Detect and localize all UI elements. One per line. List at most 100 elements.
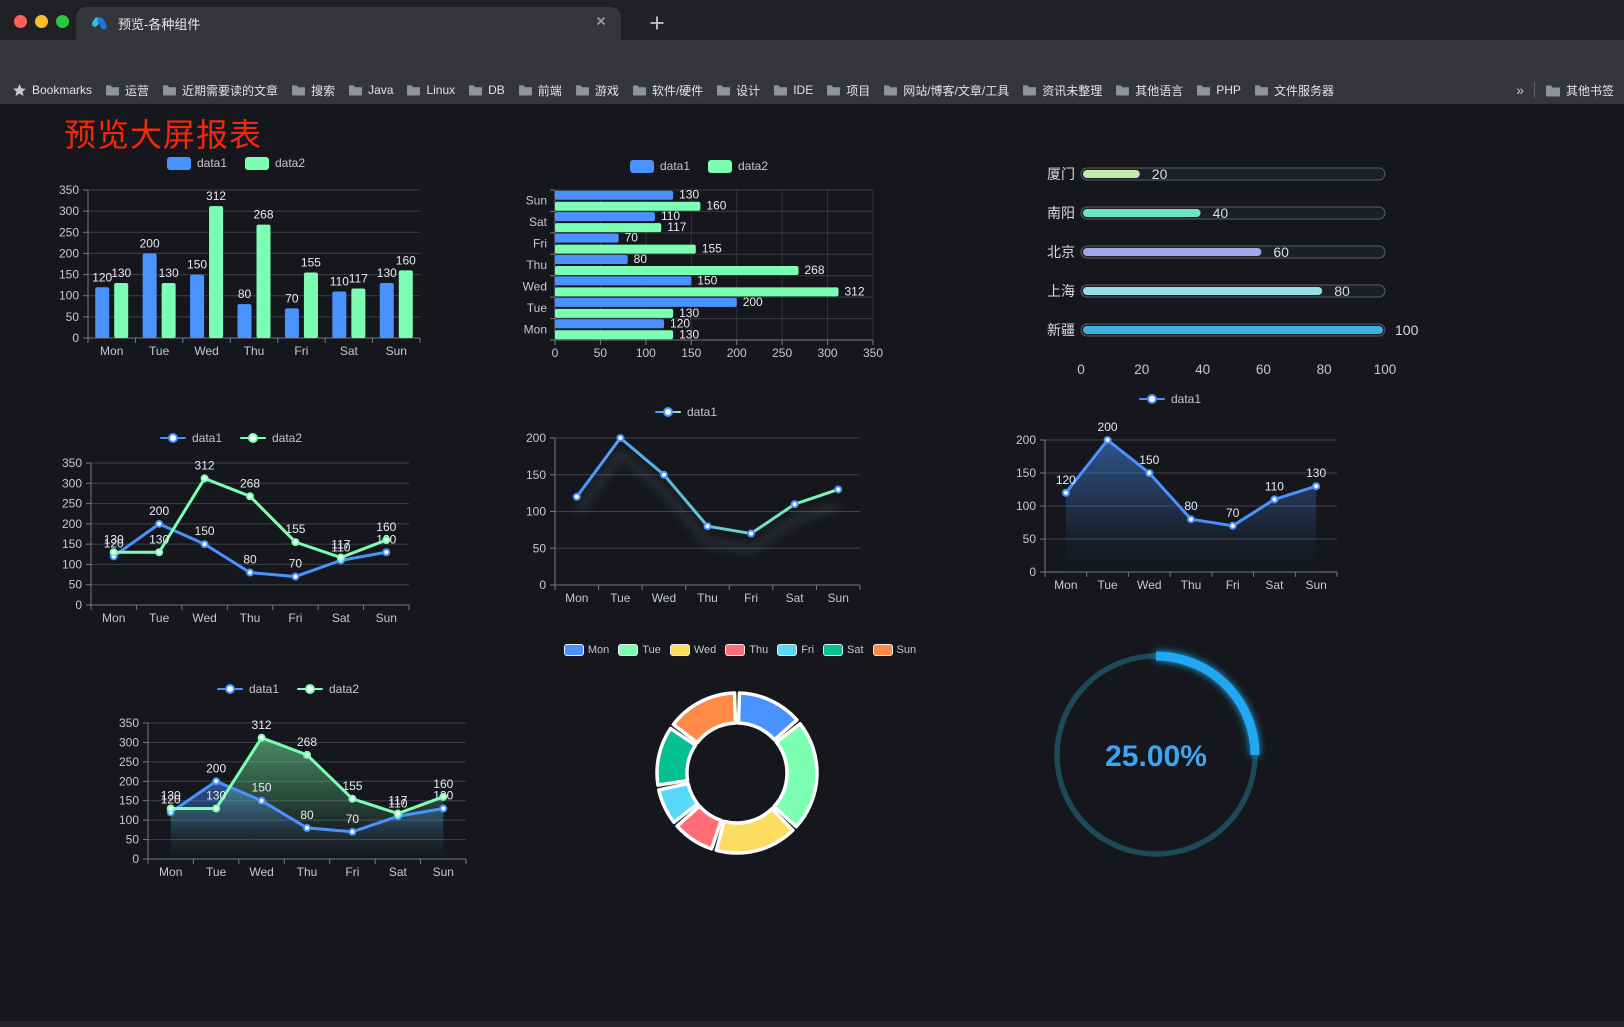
legend-swatch	[823, 644, 844, 656]
legend-swatch	[166, 156, 191, 170]
horizontal-bar-chart[interactable]: 0 50 100 150 200 250 300 350 Mon Tue Wed Thu Fri Sat S…	[505, 150, 893, 368]
bookmark-folder[interactable]: 文件服务器	[1254, 82, 1334, 99]
legend-label: data1	[1170, 392, 1202, 406]
legend-label: data1	[686, 405, 718, 419]
capsule-progress-chart[interactable]: 厦门 20 南阳 40 北京 60 上海 80 新疆 100 0 20 40 60 80 100	[1025, 152, 1424, 387]
folder-icon	[716, 84, 731, 96]
svg-text:130: 130	[679, 188, 699, 202]
svg-text:Sat: Sat	[529, 215, 548, 229]
svg-text:100: 100	[526, 505, 546, 519]
zoom-window-button[interactable]	[56, 15, 69, 28]
legend-item-data1[interactable]: data1	[216, 682, 279, 696]
bookmark-folder[interactable]: 运营	[105, 82, 149, 99]
bookmark-folder[interactable]: 资讯未整理	[1022, 82, 1102, 99]
svg-text:120: 120	[104, 536, 124, 550]
folder-icon	[518, 84, 533, 96]
folder-icon	[162, 84, 177, 96]
legend-item-Sun[interactable]: Sun	[872, 644, 916, 656]
folder-icon	[826, 84, 841, 96]
svg-text:117: 117	[331, 538, 350, 552]
svg-text:Thu: Thu	[240, 611, 261, 625]
bookmark-folder[interactable]: 游戏	[575, 82, 619, 99]
bookmark-label: 运营	[125, 83, 150, 98]
bookmarks-bar: Bookmarks 运营 近期需要读的文章 搜索 Java Linux DB 前端 游戏 软件/…	[0, 76, 1624, 104]
svg-text:120: 120	[1056, 473, 1076, 487]
svg-text:Sat: Sat	[389, 865, 408, 879]
legend-item-Tue[interactable]: Tue	[618, 644, 661, 656]
double-series-area-chart[interactable]: 0 50 100 150 200 250 300 350 Mon Tue Wed Thu Fri Sat S…	[100, 673, 476, 897]
bookmark-folder[interactable]: IDE	[773, 83, 813, 97]
svg-text:0: 0	[72, 331, 79, 345]
svg-text:Sun: Sun	[1305, 578, 1326, 592]
legend-swatch	[777, 644, 798, 656]
svg-text:80: 80	[243, 553, 257, 567]
legend-item-data2[interactable]: data2	[708, 159, 768, 173]
legend-item-data1[interactable]: data1	[629, 159, 690, 173]
svg-text:312: 312	[195, 458, 215, 472]
svg-text:268: 268	[253, 208, 273, 222]
svg-text:100: 100	[636, 346, 656, 360]
legend-item-data2[interactable]: data2	[297, 682, 359, 696]
gauge-progress-chart[interactable]: 25.00%	[1038, 643, 1278, 873]
svg-text:Sun: Sun	[828, 591, 849, 605]
folder-icon	[406, 84, 421, 96]
svg-text:200: 200	[149, 504, 169, 518]
svg-text:200: 200	[140, 236, 160, 250]
donut-pie-chart[interactable]: Mon Tue Wed Thu Fri Sat Sun	[540, 633, 940, 878]
bookmark-folder[interactable]: 设计	[716, 82, 760, 99]
bookmark-folder[interactable]: DB	[468, 83, 505, 97]
bookmark-folder[interactable]: 项目	[826, 82, 870, 99]
single-series-area-chart[interactable]: 0 50 100 150 200 Mon Tue Wed Thu Fri Sat Sun 120 200 1…	[995, 388, 1345, 596]
legend-item-data1[interactable]: data1	[1138, 392, 1202, 406]
svg-text:0: 0	[1029, 565, 1036, 579]
new-tab-button[interactable]	[644, 10, 670, 36]
tab-strip: 预览-各种组件	[0, 0, 1624, 40]
grouped-bar-chart[interactable]: 0 50 100 150 200 250 300 350 Mon Tue Wed Thu Fri Sat S…	[40, 148, 432, 368]
bookmarks-manager[interactable]: Bookmarks	[12, 83, 92, 98]
svg-text:0: 0	[539, 578, 546, 592]
legend-item-Mon[interactable]: Mon	[563, 644, 609, 656]
legend-item-Fri[interactable]: Fri	[777, 644, 814, 656]
bookmark-label: 软件/硬件	[651, 83, 704, 98]
svg-text:Mon: Mon	[102, 611, 125, 625]
bookmark-folder[interactable]: 近期需要读的文章	[162, 82, 278, 99]
legend-swatch	[297, 683, 323, 695]
legend-item-data2[interactable]: data2	[240, 431, 302, 445]
bookmark-folder[interactable]: 其他语言	[1115, 82, 1183, 99]
legend-item-data1[interactable]: data1	[166, 156, 227, 170]
bookmark-folder[interactable]: 前端	[518, 82, 562, 99]
legend-label: data1	[659, 159, 690, 173]
folder-icon	[1115, 84, 1130, 96]
svg-text:Tue: Tue	[527, 301, 548, 315]
browser-tab[interactable]: 预览-各种组件	[76, 7, 621, 40]
bookmark-label: Linux	[426, 83, 456, 97]
tab-close-icon[interactable]	[591, 11, 611, 36]
legend-item-Thu[interactable]: Thu	[725, 644, 768, 656]
legend-item-Wed[interactable]: Wed	[669, 644, 716, 656]
svg-text:40: 40	[1213, 205, 1229, 221]
bookmark-folder[interactable]: 网站/博客/文章/工具	[883, 82, 1009, 99]
bookmarks-overflow-chevron[interactable]: »	[1516, 82, 1524, 98]
bookmark-folder[interactable]: 软件/硬件	[632, 82, 703, 99]
bookmark-folder[interactable]: PHP	[1196, 83, 1241, 97]
svg-text:268: 268	[804, 263, 824, 277]
other-bookmarks[interactable]: 其他书签	[1545, 82, 1614, 99]
bookmark-folder[interactable]: Linux	[406, 83, 455, 97]
legend-label: data2	[275, 156, 306, 170]
gradient-line-chart[interactable]: 0 50 100 150 200 Mon Tue Wed Thu Fri Sat Sun data1	[505, 398, 867, 610]
bookmark-folder[interactable]: Java	[348, 83, 393, 97]
legend-item-data2[interactable]: data2	[245, 156, 305, 170]
legend-item-data1[interactable]: data1	[159, 431, 222, 445]
svg-text:80: 80	[1184, 499, 1198, 513]
bookmark-folder[interactable]: 搜索	[291, 82, 335, 99]
svg-text:200: 200	[119, 774, 139, 788]
legend-item-Sat[interactable]: Sat	[823, 644, 864, 656]
legend-item-data1[interactable]: data1	[654, 405, 718, 419]
svg-text:150: 150	[526, 468, 546, 482]
close-window-button[interactable]	[14, 15, 27, 28]
svg-text:160: 160	[433, 777, 453, 791]
bookmark-label: IDE	[793, 83, 814, 97]
minimize-window-button[interactable]	[35, 15, 48, 28]
bookmarks-label: Bookmarks	[32, 83, 93, 97]
two-series-line-chart[interactable]: 0 50 100 150 200 250 300 350 Mon Tue Wed Thu Fri Sat S…	[45, 425, 417, 633]
